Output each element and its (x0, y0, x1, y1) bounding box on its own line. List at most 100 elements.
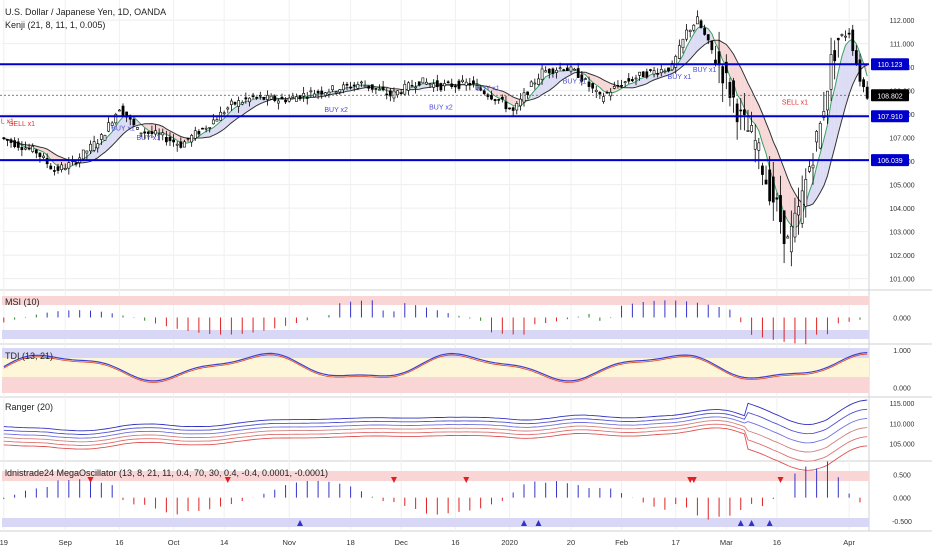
ma-cloud (693, 28, 698, 56)
price-tick-label: 105.000 (889, 183, 914, 190)
mega-buy-triangle (737, 520, 744, 526)
candle-body (443, 83, 446, 87)
candle-body (255, 96, 259, 99)
ma-cloud (119, 117, 124, 138)
candle-body (284, 100, 287, 103)
ma-cloud (755, 97, 759, 131)
candle-body (515, 103, 519, 111)
pane-tick-label: 110.000 (890, 421, 915, 428)
time-axis[interactable]: 19 Sep 16 Oct 14 Nov 18 Dec 16 2020 20 Feb 17 Mar 16 Ap… (0, 538, 855, 547)
msi-pane-label: MSI (10) (5, 297, 40, 307)
pane-tick-label: 115.000 (890, 401, 915, 408)
candle-body (367, 85, 371, 89)
mega-buy-triangle (748, 520, 755, 526)
candle-body (612, 86, 616, 89)
candle-body (826, 90, 829, 111)
candle-body (154, 130, 157, 135)
candle-body (392, 90, 396, 99)
candle-body (836, 37, 840, 41)
candle-body (378, 88, 381, 91)
candle-body (649, 69, 652, 71)
mega-sell-triangle (87, 477, 94, 483)
ma-cloud (487, 86, 492, 94)
ma-cloud (509, 94, 514, 106)
candle-body (490, 94, 493, 100)
candle-body (468, 83, 472, 86)
pane-tick-label: 105.000 (889, 442, 914, 449)
candle-body (522, 92, 526, 103)
candle-body (331, 85, 334, 91)
candle-body (385, 93, 389, 96)
ma-cloud (227, 110, 232, 126)
candle-body (761, 165, 764, 175)
ma-cloud (549, 73, 553, 91)
pane-tick-label: 1.000 (893, 348, 911, 355)
candle-body (99, 134, 103, 140)
ma-cloud (747, 83, 752, 121)
candle-body (370, 84, 374, 90)
candle-body (63, 168, 67, 170)
candle-body (616, 85, 620, 87)
price-axis[interactable]: 112.000111.000110.000109.000108.000107.0… (871, 18, 915, 526)
ma-cloud (592, 74, 597, 85)
ma-cloud (690, 34, 694, 60)
ma-cloud (101, 139, 105, 155)
candle-body (49, 165, 53, 170)
ma-cloud (737, 61, 741, 101)
candle-body (815, 131, 819, 143)
ma-cloud (729, 48, 734, 84)
candle-body (204, 127, 208, 130)
candle-body (717, 51, 721, 66)
ma-cloud (202, 131, 207, 138)
candle-body (551, 68, 555, 74)
candle-body (547, 68, 551, 74)
candle-body (602, 96, 605, 102)
ma-cloud (769, 131, 774, 181)
candle-body (403, 84, 407, 95)
candle-body (504, 101, 508, 110)
candle-body (208, 127, 212, 129)
candle-body (786, 236, 790, 239)
candle-body (605, 92, 609, 94)
ma-cloud (813, 166, 817, 205)
candle-body (584, 78, 587, 80)
time-tick-label: 16 (773, 538, 781, 547)
mega-sell-triangle (463, 477, 470, 483)
candle-body (273, 95, 277, 101)
time-tick-label: Feb (615, 538, 628, 547)
ma-cloud (148, 123, 152, 133)
ma-cloud (697, 25, 702, 51)
candle-body (789, 225, 793, 253)
candle-body (746, 130, 750, 132)
ma-cloud (545, 74, 550, 93)
candle-body (428, 83, 432, 86)
time-tick-label: 18 (346, 538, 354, 547)
candle-body (81, 149, 85, 160)
candle-body (696, 16, 699, 25)
candle-body (479, 87, 483, 91)
indicator-panes[interactable] (3, 300, 868, 526)
candle-body (266, 95, 269, 100)
mega-sell-triangle (224, 477, 231, 483)
buy-signal-label: BUY x1 (137, 135, 161, 142)
buy-signal-label: BUY x2 (429, 104, 453, 111)
candle-body (226, 107, 230, 110)
candle-body (237, 100, 241, 107)
price-level-badge (871, 154, 909, 167)
candle-body (710, 40, 714, 51)
candle-body (562, 69, 566, 71)
candle-body (435, 80, 439, 88)
candle-body (2, 137, 6, 139)
ma-cloud (784, 168, 788, 221)
candle-body (164, 137, 168, 143)
candle-body (446, 81, 450, 84)
candle-body (728, 81, 732, 98)
candle-body (742, 109, 746, 115)
ma-cloud (682, 46, 687, 66)
candle-body (764, 179, 768, 185)
candle-body (800, 190, 804, 224)
price-tick-label: 111.000 (890, 42, 914, 49)
candle-body (620, 85, 623, 87)
candle-body (768, 169, 772, 202)
